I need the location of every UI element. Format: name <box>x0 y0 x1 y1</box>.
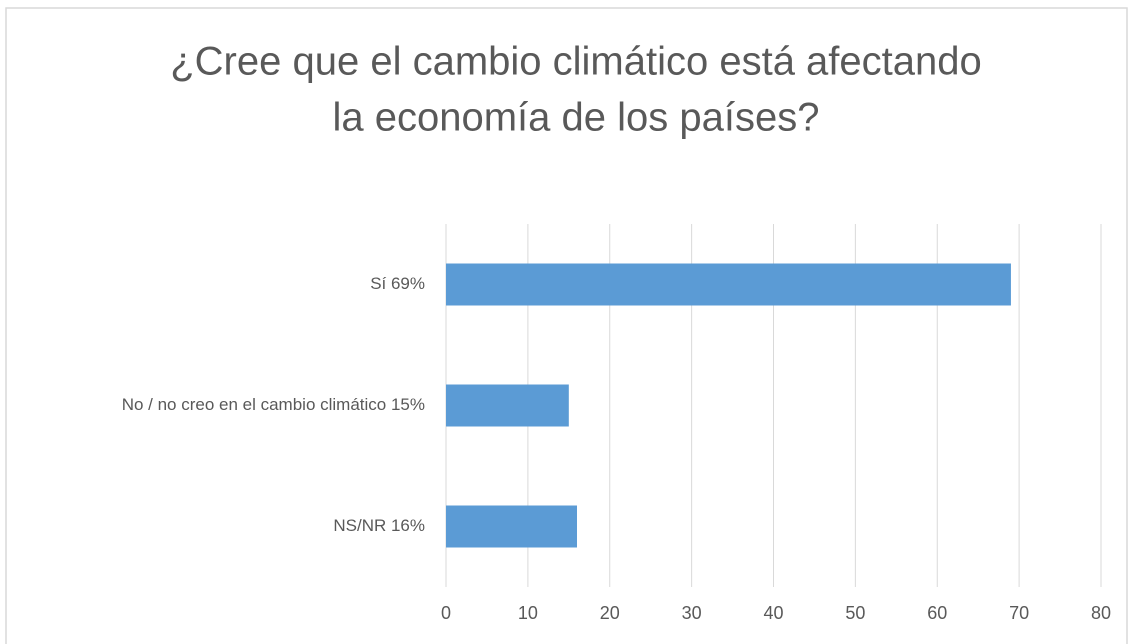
chart-title: ¿Cree que el cambio climático está afect… <box>170 40 982 84</box>
x-tick-label: 80 <box>1091 603 1111 623</box>
y-tick-label: No / no creo en el cambio climático 15% <box>122 395 425 414</box>
bar <box>446 384 569 427</box>
chart-title: la economía de los países? <box>333 96 820 140</box>
y-tick-label: NS/NR 16% <box>333 516 425 535</box>
bar <box>446 505 577 548</box>
x-tick-label: 10 <box>518 603 538 623</box>
x-tick-label: 0 <box>441 603 451 623</box>
x-tick-label: 40 <box>763 603 783 623</box>
x-tick-label: 60 <box>927 603 947 623</box>
bar <box>446 263 1011 306</box>
x-tick-label: 20 <box>600 603 620 623</box>
x-tick-label: 30 <box>682 603 702 623</box>
x-tick-label: 70 <box>1009 603 1029 623</box>
y-tick-label: Sí 69% <box>370 274 425 293</box>
x-tick-label: 50 <box>845 603 865 623</box>
